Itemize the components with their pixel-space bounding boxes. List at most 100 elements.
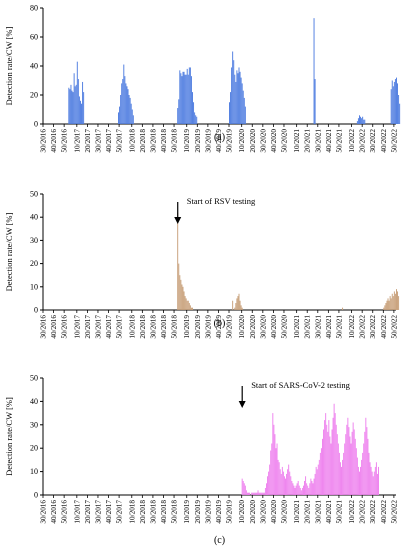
- x-tick-label: 50/2020: [280, 500, 288, 524]
- bar: [365, 417, 367, 495]
- bar: [392, 86, 394, 124]
- bar: [81, 103, 82, 124]
- bar: [391, 293, 393, 310]
- bar: [251, 492, 253, 495]
- bar: [253, 492, 255, 495]
- bar: [347, 417, 349, 495]
- x-tick-label: 40/2016: [50, 129, 58, 153]
- x-tick-label: 10/2018: [128, 500, 136, 524]
- bar: [236, 298, 238, 310]
- bar: [181, 76, 183, 124]
- y-tick-label: 0: [34, 491, 38, 500]
- bar: [314, 473, 316, 495]
- bar: [394, 79, 396, 124]
- bar: [360, 116, 362, 124]
- bar: [242, 90, 244, 124]
- bar: [124, 76, 126, 124]
- x-tick-label: 50/2019: [226, 500, 234, 524]
- bar: [363, 119, 365, 124]
- bar: [283, 476, 285, 495]
- x-tick-label: 30/2016: [40, 315, 48, 339]
- bar: [359, 471, 360, 495]
- bar: [338, 452, 340, 495]
- x-tick-label: 20/2017: [84, 129, 92, 153]
- bar: [244, 106, 246, 124]
- bar: [398, 296, 400, 310]
- bar: [301, 487, 303, 495]
- x-tick-label: 30/2022: [369, 500, 377, 524]
- bar: [69, 89, 71, 124]
- bar: [302, 485, 304, 495]
- bar: [397, 291, 399, 310]
- x-tick-label: 40/2021: [325, 315, 333, 339]
- bar: [241, 307, 243, 310]
- bar: [125, 83, 127, 124]
- bar: [184, 296, 186, 310]
- bar: [362, 116, 364, 124]
- x-tick-label: 20/2022: [359, 129, 367, 153]
- bar: [186, 300, 188, 310]
- bar: [348, 427, 350, 495]
- bar: [364, 119, 366, 124]
- bar: [366, 427, 368, 495]
- bar: [399, 103, 401, 124]
- x-tick-label: 40/2018: [160, 129, 168, 153]
- bar: [237, 73, 239, 124]
- x-tick-label: 50/2022: [390, 500, 398, 524]
- x-tick-label: 50/2019: [226, 315, 234, 339]
- x-tick-label: 30/2021: [314, 500, 322, 524]
- bar: [280, 473, 282, 495]
- bar: [311, 480, 313, 495]
- bar: [306, 483, 308, 495]
- bar: [360, 466, 362, 495]
- bar: [235, 303, 237, 310]
- bar: [336, 434, 338, 495]
- y-tick-label: 20: [30, 91, 38, 100]
- x-tick-label: 20/2018: [139, 129, 147, 153]
- x-tick-label: 30/2019: [204, 315, 212, 339]
- bar: [325, 413, 327, 495]
- x-tick-label: 20/2021: [304, 315, 312, 339]
- bar: [316, 469, 318, 495]
- bar: [313, 478, 315, 495]
- bar: [326, 424, 328, 495]
- bar: [342, 459, 344, 495]
- bar: [368, 452, 370, 495]
- bar: [398, 95, 400, 124]
- bar: [249, 492, 251, 495]
- bar: [285, 478, 286, 495]
- bar: [185, 74, 187, 124]
- bar: [317, 464, 319, 495]
- x-tick-label: 40/2022: [380, 315, 388, 339]
- bar: [190, 307, 192, 310]
- y-tick-label: 50: [30, 374, 38, 383]
- x-tick-label: 20/2021: [304, 500, 312, 524]
- bar: [71, 90, 73, 124]
- x-tick-label: 40/2021: [325, 129, 333, 153]
- bar: [357, 466, 359, 495]
- x-tick-label: 20/2021: [304, 129, 312, 153]
- bar: [241, 83, 243, 124]
- bar: [372, 476, 374, 495]
- bar: [335, 424, 337, 495]
- bar: [255, 492, 257, 495]
- x-tick-label: 30/2016: [40, 129, 48, 153]
- y-tick-label: 30: [30, 236, 38, 245]
- x-tick-label: 40/2018: [160, 500, 168, 524]
- bar: [359, 115, 360, 124]
- x-tick-label: 40/2016: [50, 315, 58, 339]
- bar: [396, 77, 397, 124]
- bar: [239, 300, 241, 310]
- bar: [352, 422, 354, 495]
- x-tick-label: 40/2018: [160, 315, 168, 339]
- bar: [130, 103, 132, 124]
- bar: [259, 492, 261, 495]
- y-axis-label: Detection rate/CW [%]: [4, 26, 14, 105]
- bar: [308, 487, 310, 495]
- x-tick-label: 30/2021: [314, 315, 322, 339]
- x-tick-label: 30/2017: [94, 500, 102, 524]
- bar: [231, 67, 233, 124]
- x-tick-label: 20/2020: [249, 129, 257, 153]
- y-tick-label: 0: [34, 120, 38, 129]
